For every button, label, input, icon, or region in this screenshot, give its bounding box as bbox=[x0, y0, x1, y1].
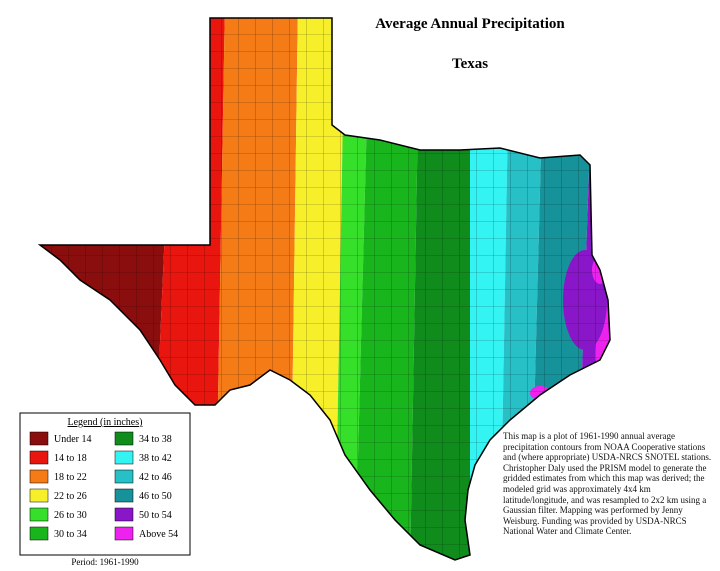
texas-outline bbox=[37, 17, 611, 561]
legend-swatch bbox=[114, 469, 134, 484]
legend-label: 46 to 50 bbox=[139, 491, 172, 502]
legend-label: 38 to 42 bbox=[139, 453, 172, 464]
legend-label: 34 to 38 bbox=[139, 434, 172, 445]
legend-label: Under 14 bbox=[54, 434, 92, 445]
legend-swatch bbox=[29, 431, 49, 446]
map-subtitle: Texas bbox=[452, 56, 488, 72]
legend-label: 14 to 18 bbox=[54, 453, 87, 464]
legend-label: 26 to 30 bbox=[54, 510, 87, 521]
legend-swatch bbox=[29, 526, 49, 541]
legend-label: 42 to 46 bbox=[139, 472, 172, 483]
legend-swatch bbox=[114, 526, 134, 541]
legend-swatch bbox=[114, 488, 134, 503]
legend-label: 18 to 22 bbox=[54, 472, 87, 483]
legend-label: 22 to 26 bbox=[54, 491, 87, 502]
legend-box bbox=[19, 412, 191, 556]
note: This map is a plot of 1961-1990 annual a… bbox=[503, 431, 712, 537]
legend: Under 14 14 to 18 18 to 22 22 to 26 26 to 30… bbox=[29, 431, 178, 541]
legend-swatch bbox=[29, 507, 49, 522]
legend-label: 50 to 54 bbox=[139, 510, 172, 521]
legend-swatch bbox=[114, 431, 134, 446]
legend-title: Legend (in inches) bbox=[68, 417, 143, 428]
legend-swatch bbox=[29, 469, 49, 484]
legend-label: Above 54 bbox=[139, 529, 178, 540]
legend-swatch bbox=[114, 450, 134, 465]
legend-swatch bbox=[29, 488, 49, 503]
map-title: Average Annual Precipitation bbox=[375, 16, 565, 32]
period: Period: 1961-1990 bbox=[71, 557, 139, 567]
legend-swatch bbox=[114, 507, 134, 522]
legend-swatch bbox=[29, 450, 49, 465]
legend-label: 30 to 34 bbox=[54, 529, 87, 540]
